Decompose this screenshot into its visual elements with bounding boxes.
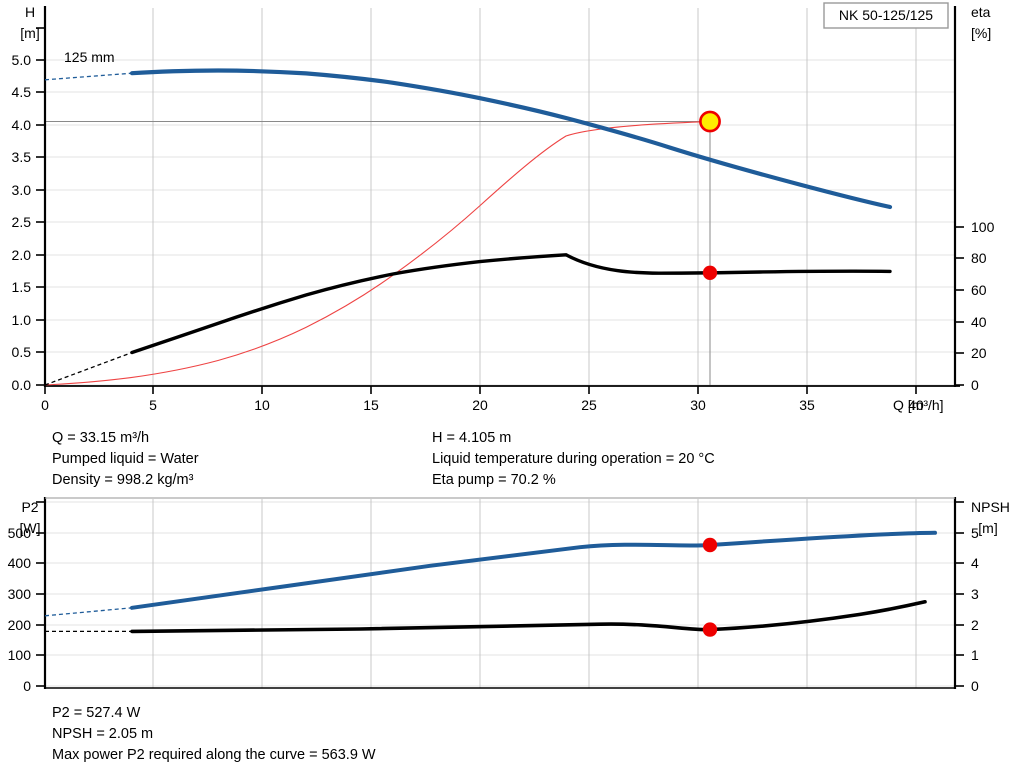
pump-model-label: NK 50-125/125 — [839, 7, 933, 23]
duty-info-pumped-liquid: Pumped liquid = Water — [52, 451, 199, 467]
top-chart-left-axis-title: H — [25, 4, 35, 20]
power-info-max-power: Max power P2 required along the curve = … — [52, 747, 376, 763]
power-info-p2: P2 = 527.4 W — [52, 705, 141, 721]
eta-tick-label-0: 0 — [971, 377, 979, 393]
npsh-curve-bottom — [130, 600, 927, 634]
eta-tick-label-1: 20 — [971, 345, 987, 361]
duty-info-liquid-temperature: Liquid temperature during operation = 20… — [432, 451, 715, 467]
top-chart-horizontal-gridlines — [45, 59, 955, 386]
bottom-chart-left-ticks — [36, 501, 45, 687]
impeller-diameter-label: 125 mm — [64, 49, 115, 65]
q-tick-label-4: 20 — [472, 397, 488, 413]
p2-tick-label-3: 300 — [8, 586, 32, 602]
bottom-chart-right-axis-title: NPSH — [971, 499, 1010, 515]
power-info-block: P2 = 527.4 W NPSH = 2.05 m Max power P2 … — [52, 703, 376, 766]
bottom-chart-right-axis-unit: [m] — [978, 520, 997, 536]
top-chart-duty-guides — [45, 121, 711, 385]
eta-tick-label-3: 60 — [971, 282, 987, 298]
h-tick-label-0: 0.0 — [12, 377, 32, 393]
q-tick-label-7: 35 — [799, 397, 815, 413]
duty-point-head-marker[interactable] — [699, 110, 721, 133]
head-curve — [129, 68, 893, 210]
h-tick-label-2: 1.0 — [12, 312, 32, 328]
top-chart-right-ticks — [955, 226, 964, 386]
npsh-curve-top — [130, 253, 892, 355]
p2-tick-label-0: 0 — [23, 678, 31, 694]
top-chart-left-axis-unit: [m] — [20, 25, 39, 41]
top-chart-x-ticks — [44, 386, 917, 394]
eta-tick-label-4: 80 — [971, 250, 987, 266]
duty-info-left-column: Q = 33.15 m³/h Pumped liquid = Water Den… — [52, 428, 199, 491]
p2-tick-label-1: 100 — [8, 647, 32, 663]
h-tick-label-10: 5.0 — [12, 52, 32, 68]
title-box — [823, 2, 949, 29]
npsh-tick-label-2: 2 — [971, 617, 979, 633]
duty-info-density: Density = 998.2 kg/m³ — [52, 472, 194, 488]
npsh-curve-extension-top — [44, 351, 133, 386]
bottom-chart-left-axis-unit: [W] — [20, 520, 41, 536]
duty-point-power-marker[interactable] — [702, 537, 718, 553]
top-chart-x-axis-title: Q [m³/h] — [893, 397, 944, 413]
h-tick-label-7: 3.5 — [12, 149, 32, 165]
p2-tick-label-5: 500 — [8, 525, 32, 541]
top-chart-left-ticks — [36, 27, 45, 386]
top-chart-right-axis-title: eta — [971, 4, 991, 20]
efficiency-curve — [44, 120, 711, 386]
q-tick-label-8: 40 — [908, 397, 924, 413]
duty-info-right-column: H = 4.105 m Liquid temperature during op… — [432, 428, 715, 491]
power-info-npsh: NPSH = 2.05 m — [52, 726, 154, 742]
h-tick-label-3: 1.5 — [12, 279, 32, 295]
p2-tick-label-2: 200 — [8, 617, 32, 633]
bottom-chart-horizontal-gridlines — [45, 501, 955, 687]
bottom-chart-right-ticks — [955, 501, 964, 687]
q-tick-label-1: 5 — [149, 397, 157, 413]
npsh-tick-label-3: 3 — [971, 586, 979, 602]
p2-tick-label-4: 400 — [8, 555, 32, 571]
top-chart-vertical-gridlines — [152, 8, 917, 385]
q-tick-label-5: 25 — [581, 397, 597, 413]
eta-tick-label-5: 100 — [971, 219, 995, 235]
duty-point-npsh-marker-bottom[interactable] — [702, 622, 718, 637]
duty-info-h: H = 4.105 m — [432, 430, 512, 446]
power-curve-extension — [44, 607, 133, 617]
npsh-tick-label-4: 4 — [971, 555, 979, 571]
top-chart-right-axis-unit: [%] — [971, 25, 991, 41]
bottom-chart-left-axis-title: P2 — [21, 499, 38, 515]
bottom-chart-group: 0 100 200 300 400 500 P2 [W] 0 1 2 3 4 5… — [8, 497, 1010, 694]
eta-tick-label-2: 40 — [971, 314, 987, 330]
h-tick-label-6: 3.0 — [12, 182, 32, 198]
h-tick-label-9: 4.5 — [12, 84, 32, 100]
h-tick-label-4: 2.0 — [12, 247, 32, 263]
q-tick-label-3: 15 — [363, 397, 379, 413]
h-tick-label-5: 2.5 — [12, 214, 32, 230]
q-tick-label-6: 30 — [690, 397, 706, 413]
q-tick-label-0: 0 — [41, 397, 49, 413]
head-curve-extension — [44, 72, 133, 81]
duty-point-npsh-marker-top[interactable] — [702, 265, 718, 280]
npsh-tick-label-1: 1 — [971, 647, 979, 663]
power-curve — [130, 530, 937, 610]
h-tick-label-1: 0.5 — [12, 344, 32, 360]
duty-info-q: Q = 33.15 m³/h — [52, 430, 150, 446]
q-tick-label-2: 10 — [254, 397, 270, 413]
npsh-tick-label-0: 0 — [971, 678, 979, 694]
top-chart-group: 0.0 0.5 1.0 1.5 2.0 2.5 3.0 3.5 4.0 4.5 … — [12, 2, 995, 413]
duty-info-eta-pump: Eta pump = 70.2 % — [432, 472, 556, 488]
bottom-chart-vertical-gridlines — [152, 499, 917, 688]
npsh-tick-label-5: 5 — [971, 525, 979, 541]
h-tick-label-8: 4.0 — [12, 117, 32, 133]
